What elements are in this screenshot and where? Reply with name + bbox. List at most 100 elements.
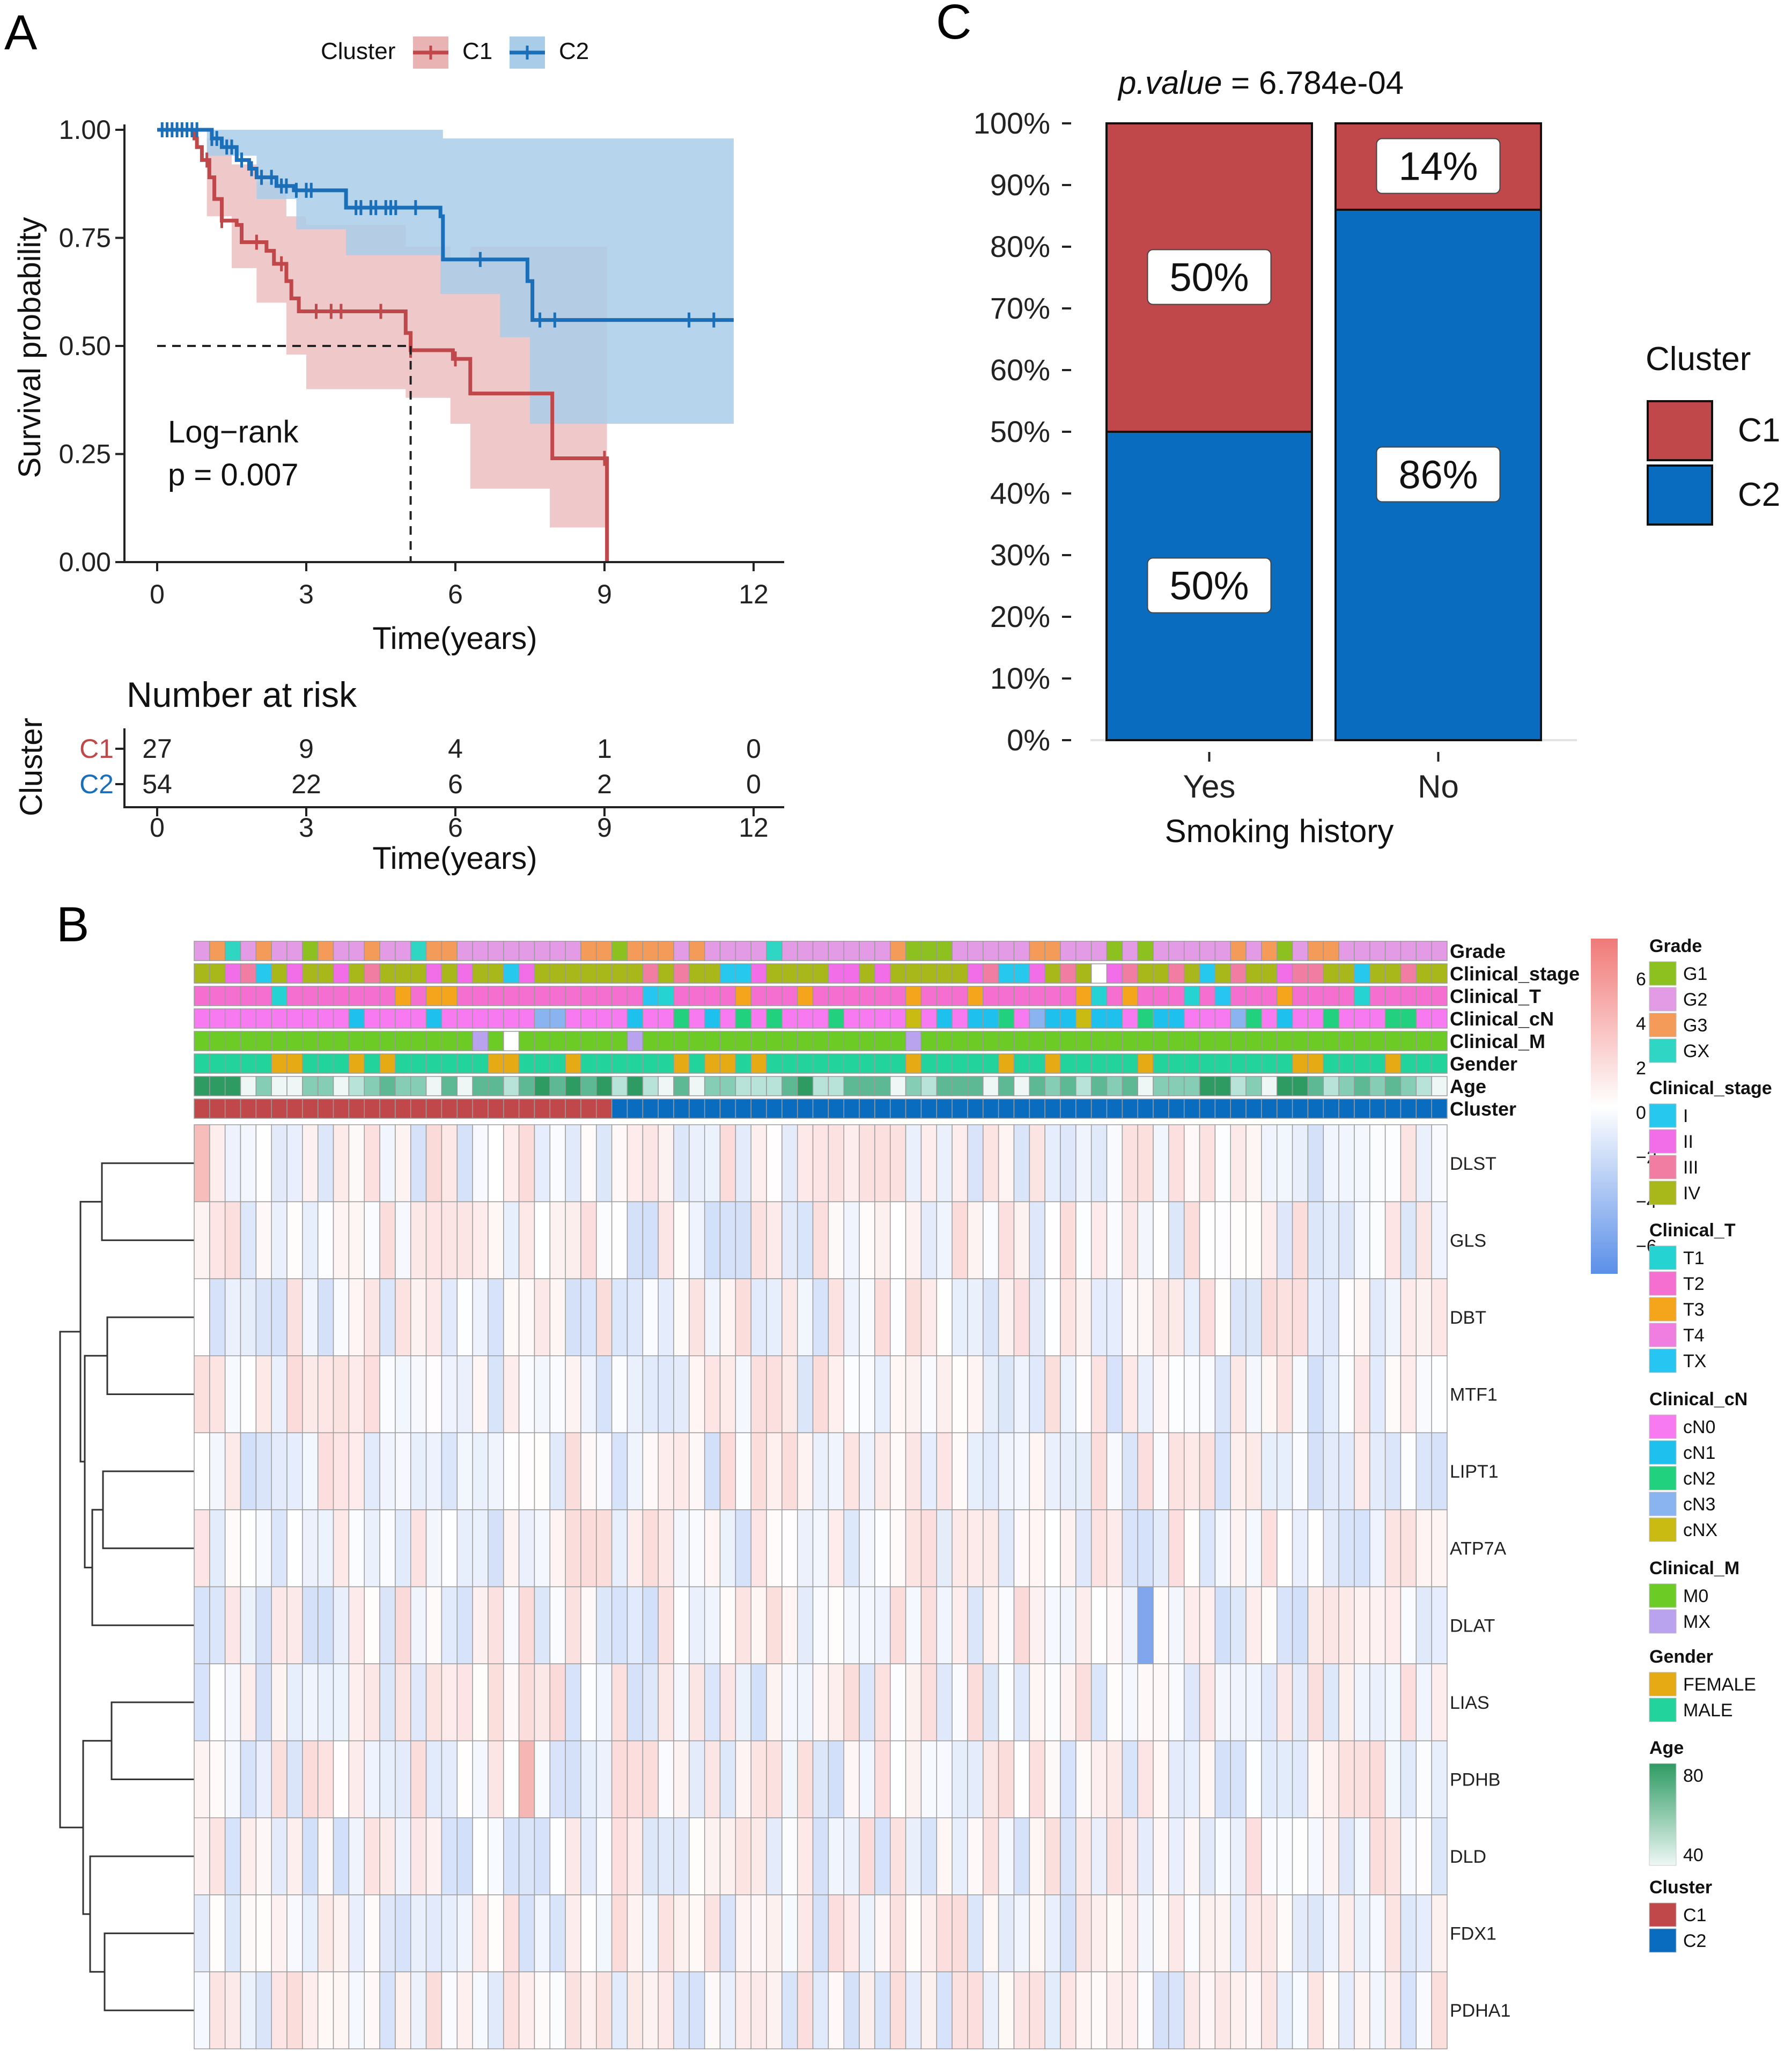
heatmap-cell	[1415, 1663, 1432, 1742]
annotation-cell-clinical_stage	[518, 963, 535, 984]
heatmap-cell	[781, 1971, 798, 2049]
annotation-cell-clinical_stage	[983, 963, 999, 984]
heatmap-cell	[1384, 1124, 1402, 1202]
legend-group-title: Clinical_stage	[1649, 1078, 1772, 1098]
annotation-cell-age	[379, 1076, 396, 1096]
annotation-cell-cluster	[472, 1098, 489, 1119]
annotation-cell-grade	[1431, 941, 1448, 961]
heatmap-cell	[1354, 1355, 1370, 1434]
annotation-cell-gender	[534, 1053, 551, 1074]
heatmap-cell	[317, 1740, 334, 1819]
heatmap-cell	[828, 1509, 845, 1588]
heatmap-cell	[580, 1586, 597, 1664]
heatmap-cell	[456, 1740, 473, 1819]
risk-cell: 6	[448, 769, 463, 799]
heatmap-cell	[286, 1201, 303, 1279]
heatmap-cell	[1369, 1201, 1386, 1279]
annotation-cell-clinical_cn	[843, 1008, 860, 1029]
annotation-cell-clinical_m	[255, 1031, 272, 1051]
heatmap-cell	[750, 1817, 767, 1895]
annotation-cell-cluster	[224, 1098, 241, 1119]
heatmap-cell	[812, 1586, 829, 1664]
annotation-cell-clinical_t	[1044, 986, 1061, 1006]
heatmap-cell	[271, 1663, 287, 1742]
heatmap-cell	[333, 1278, 350, 1356]
annotation-cell-clinical_m	[1369, 1031, 1386, 1051]
annotation-cell-clinical_t	[596, 986, 613, 1006]
heatmap-cell	[1183, 1663, 1200, 1742]
heatmap-cell	[503, 1509, 520, 1588]
annotation-cell-gender	[611, 1053, 628, 1074]
heatmap-cell	[626, 1663, 644, 1742]
heatmap-cell	[317, 1663, 334, 1742]
km-x-tick-label: 3	[299, 579, 314, 609]
heatmap-cell	[441, 1432, 458, 1510]
annotation-cell-clinical_cn	[952, 1008, 968, 1029]
heatmap-cell	[642, 1278, 659, 1356]
heatmap-cell	[1292, 1740, 1309, 1819]
annotation-cell-clinical_m	[1214, 1031, 1231, 1051]
annotation-cell-age	[209, 1076, 226, 1096]
heatmap-cell	[1153, 1740, 1169, 1819]
heatmap-cell	[425, 1663, 443, 1742]
heatmap-cell	[1137, 1894, 1154, 1973]
heatmap-cell	[1090, 1355, 1108, 1434]
annotation-cell-clinical_m	[859, 1031, 875, 1051]
annotation-cell-clinical_m	[611, 1031, 628, 1051]
annotation-cell-age	[626, 1076, 644, 1096]
heatmap-cell	[1137, 1124, 1154, 1202]
heatmap-cell	[626, 1124, 644, 1202]
heatmap-cell	[1323, 1124, 1339, 1202]
annotation-cell-clinical_stage	[1168, 963, 1185, 984]
annotation-cell-grade	[596, 941, 613, 961]
heatmap-cell	[1075, 1663, 1092, 1742]
heatmap-cell	[673, 1740, 690, 1819]
annotation-cell-clinical_m	[750, 1031, 767, 1051]
heatmap-cell	[797, 1663, 814, 1742]
annotation-cell-age	[1431, 1076, 1448, 1096]
annotation-cell-cluster	[425, 1098, 443, 1119]
annotation-cell-clinical_m	[1431, 1031, 1448, 1051]
heatmap-cell	[224, 1740, 241, 1819]
heatmap-cell	[936, 1355, 953, 1434]
heatmap-cell	[518, 1740, 535, 1819]
annotation-cell-age	[224, 1076, 241, 1096]
heatmap-cell	[1307, 1817, 1324, 1895]
annotation-cell-clinical_m	[271, 1031, 287, 1051]
annotation-cell-clinical_cn	[1168, 1008, 1185, 1029]
annotation-cell-clinical_cn	[704, 1008, 721, 1029]
heatmap-cell	[890, 1894, 906, 1973]
heatmap-cell	[1384, 1586, 1402, 1664]
heatmap-cell	[1338, 1201, 1355, 1279]
heatmap-cell	[1168, 1740, 1185, 1819]
annotation-cell-age	[302, 1076, 319, 1096]
heatmap-cell	[1122, 1586, 1138, 1664]
heatmap-cell	[1168, 1355, 1185, 1434]
heatmap-cell	[456, 1201, 473, 1279]
annotation-cell-clinical_cn	[333, 1008, 350, 1029]
heatmap-cell	[998, 1509, 1015, 1588]
color-scale-tick-label: 6	[1636, 969, 1646, 990]
heatmap-cell	[194, 1355, 210, 1434]
heatmap-cell	[302, 1817, 319, 1895]
heatmap-cell	[379, 1432, 396, 1510]
heatmap-cell	[1199, 1586, 1216, 1664]
heatmap-cell	[750, 1740, 767, 1819]
heatmap-cell	[1431, 1663, 1448, 1742]
heatmap-cell	[364, 1586, 380, 1664]
heatmap-cell	[534, 1740, 551, 1819]
heatmap-cell	[611, 1509, 628, 1588]
risk-x-ticks: 0 3 6 9 12	[150, 807, 769, 843]
bar-y-tick-label: 60%	[990, 353, 1050, 387]
heatmap-cell	[456, 1509, 473, 1588]
heatmap-cell	[209, 1201, 226, 1279]
annotation-cell-gender	[1029, 1053, 1045, 1074]
legend-swatch	[1649, 1323, 1677, 1347]
heatmap-cell	[1245, 1894, 1262, 1973]
heatmap-cell	[874, 1201, 891, 1279]
annotation-cell-clinical_m	[333, 1031, 350, 1051]
annotation-cell-cluster	[1369, 1098, 1386, 1119]
annotation-cell-gender	[1369, 1053, 1386, 1074]
heatmap-cell	[271, 1509, 287, 1588]
heatmap-cell	[874, 1817, 891, 1895]
